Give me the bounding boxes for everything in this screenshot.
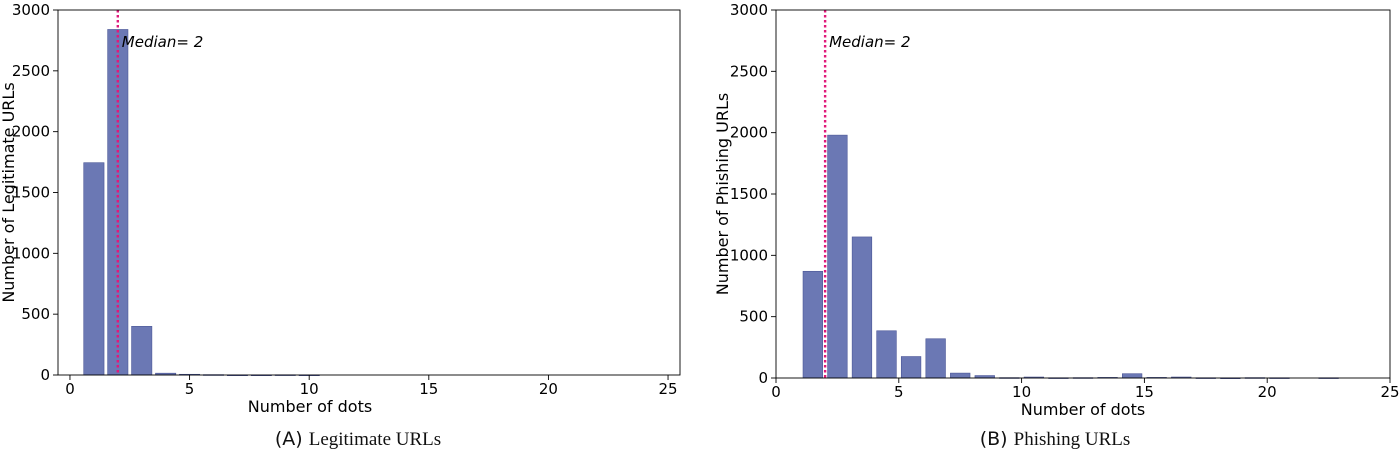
caption-b-text: Phishing URLs [1013,429,1131,450]
x-tick-label-b-0: 0 [771,383,781,401]
y-tick-label-a-1500: 1500 [12,184,50,202]
caption-a: (A) Legitimate URLs [275,428,441,451]
y-tick-label-b-3000: 3000 [730,1,768,19]
bar-b-1.5 [802,270,823,379]
y-tick-label-a-500: 500 [21,305,50,323]
y-axis-title-a: Number of Legitimate URLs [0,82,18,302]
caption-a-letter: (A) [274,428,303,450]
median-label-a: Median= 2 [122,33,203,51]
x-tick-label-b-10: 10 [1012,383,1031,401]
x-tick-label-a-15: 15 [419,380,438,398]
x-axis-title-b: Number of dots [1021,400,1145,419]
panel-a-chart: Median= 2 0 5 10 15 20 25 0 500 1000 1500 2000 2500 3… [0,1,681,416]
x-tick-label-b-15: 15 [1135,383,1154,401]
panel-b-chart: Median= 2 0 5 10 15 20 25 0 500 1000 1500 2000 2500 3… [713,1,1400,419]
bar-b-14.5 [1122,373,1143,379]
caption-b-letter: (B) [979,428,1008,450]
x-tick-label-b-20: 20 [1258,383,1277,401]
x-tick-label-a-20: 20 [539,380,558,398]
y-tick-label-b-2500: 2500 [730,62,768,80]
y-tick-label-a-1000: 1000 [12,244,50,262]
bar-a-1 [83,162,105,376]
y-tick-label-b-500: 500 [739,308,768,326]
y-tick-label-b-1000: 1000 [730,246,768,264]
bar-b-2.5 [827,134,848,379]
bar-a-3 [131,326,153,376]
x-tick-label-b-25: 25 [1380,383,1399,401]
median-label-b: Median= 2 [829,33,910,51]
y-tick-label-b-1500: 1500 [730,185,768,203]
x-tick-label-a-10: 10 [300,380,319,398]
y-tick-label-b-2000: 2000 [730,124,768,142]
caption-b: (B) Phishing URLs [980,428,1131,451]
bar-b-4.5 [876,330,897,379]
x-tick-label-b-5: 5 [894,383,904,401]
y-tick-label-a-3000: 3000 [12,1,50,19]
y-tick-label-b-0: 0 [758,369,768,387]
x-tick-label-a-25: 25 [658,380,677,398]
y-axis-title-b: Number of Phishing URLs [713,93,732,295]
bar-b-5.5 [900,356,922,379]
bar-b-6.5 [925,338,946,379]
caption-a-text: Legitimate URLs [308,429,442,450]
x-axis-title-a: Number of dots [248,397,372,416]
x-tick-label-a-0: 0 [65,380,75,398]
bar-b-7.5 [950,372,971,379]
y-tick-label-a-2500: 2500 [12,62,50,80]
plot-frame-a [57,9,681,376]
y-tick-label-a-2000: 2000 [12,123,50,141]
x-tick-label-a-5: 5 [185,380,195,398]
y-tick-label-a-0: 0 [40,366,50,384]
bar-b-3.5 [851,236,873,379]
